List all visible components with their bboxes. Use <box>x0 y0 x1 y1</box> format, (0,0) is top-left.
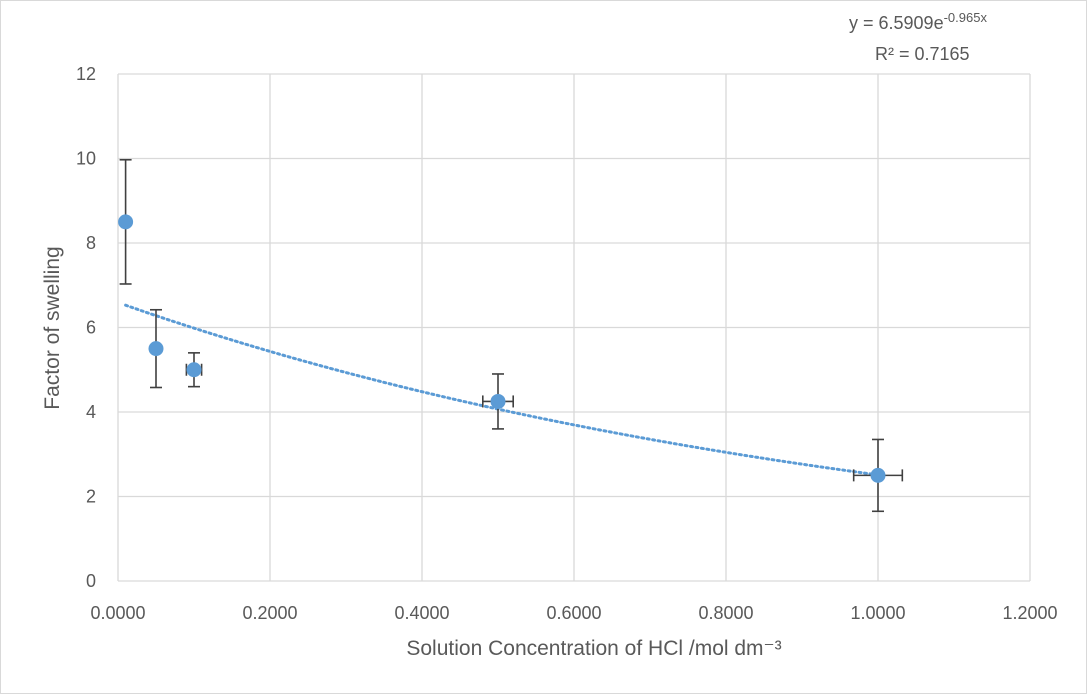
trendline-equation-text: y = 6.5909e-0.965x <box>849 10 987 33</box>
tick-labels: 0 2 4 6 8 10 12 0.0000 0.2000 0.4000 0.6000 0.8000 1… <box>76 64 1058 623</box>
y-tick-label: 6 <box>86 318 96 338</box>
data-points <box>118 214 886 483</box>
y-tick-label: 4 <box>86 402 96 422</box>
data-point <box>118 214 134 230</box>
x-tick-label: 0.2000 <box>242 603 297 623</box>
data-point <box>148 341 164 357</box>
y-tick-label: 2 <box>86 487 96 507</box>
y-tick-label: 10 <box>76 149 96 169</box>
data-point <box>186 362 202 378</box>
y-tick-label: 8 <box>86 233 96 253</box>
error-bars <box>119 158 904 513</box>
data-point <box>870 467 886 483</box>
x-tick-label: 0.0000 <box>90 603 145 623</box>
x-tick-label: 0.6000 <box>546 603 601 623</box>
x-axis-title: Solution Concentration of HCl /mol dm⁻³ <box>406 637 781 660</box>
trendline-equation: y = 6.5909e-0.965x R² = 0.7165 <box>849 10 987 64</box>
x-tick-label: 0.4000 <box>394 603 449 623</box>
trendline-r-squared: R² = 0.7165 <box>875 44 970 64</box>
data-point <box>490 393 506 409</box>
trendline-group <box>124 303 880 477</box>
x-tick-label: 0.8000 <box>698 603 753 623</box>
x-tick-label: 1.2000 <box>1002 603 1057 623</box>
gridlines <box>117 73 1031 582</box>
y-tick-label: 12 <box>76 64 96 84</box>
x-tick-label: 1.0000 <box>850 603 905 623</box>
y-tick-label: 0 <box>86 571 96 591</box>
y-axis-title: Factor of swelling <box>41 246 64 409</box>
exponential-trendline <box>124 303 880 477</box>
